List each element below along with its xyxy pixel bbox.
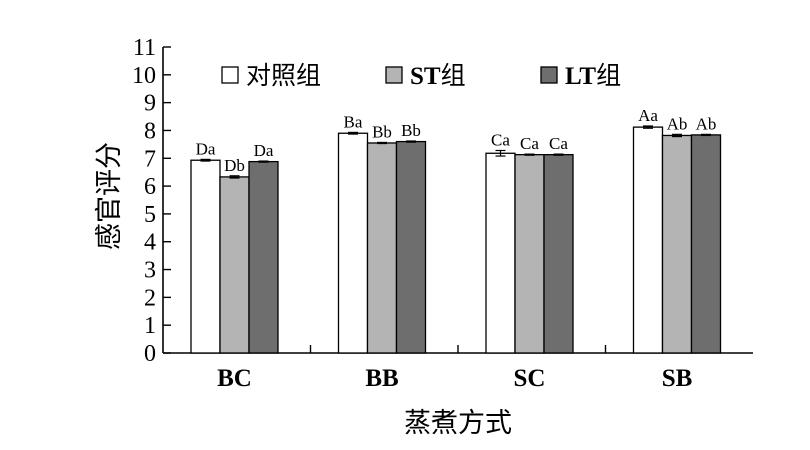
data-label: Ab — [667, 114, 688, 133]
data-label: Bb — [401, 121, 421, 140]
legend-label: LT组 — [565, 61, 621, 90]
bar — [366, 142, 398, 354]
legend-swatch — [540, 66, 558, 84]
bar — [337, 132, 369, 354]
legend: 对照组 ST组 LT组 — [221, 61, 621, 90]
y-tick-label: 4 — [144, 230, 156, 256]
y-tick-label: 3 — [144, 258, 156, 284]
x-tick-label: BC — [217, 365, 252, 392]
y-tick-label: 8 — [144, 118, 156, 144]
y-tick-label: 7 — [144, 146, 156, 172]
bar — [632, 126, 664, 354]
bar — [690, 134, 722, 354]
data-label: Ca — [491, 130, 510, 149]
legend-swatch — [221, 66, 239, 84]
bar — [485, 152, 516, 354]
data-label: Ba — [344, 112, 363, 131]
y-tick-label: 5 — [144, 202, 156, 228]
legend-swatch — [385, 66, 403, 84]
legend-label: ST组 — [410, 61, 466, 90]
bar — [514, 154, 545, 354]
data-label: Da — [254, 141, 274, 160]
y-tick-label: 0 — [144, 341, 156, 367]
x-tick-label: SC — [514, 365, 546, 392]
x-axis-title: 蒸煮方式 — [404, 408, 512, 439]
bar — [219, 176, 250, 354]
y-tick-label: 9 — [144, 91, 156, 117]
x-tick-label: BB — [365, 365, 398, 392]
y-axis-title: 感官评分 — [94, 142, 125, 250]
bar — [190, 159, 221, 354]
legend-label: 对照组 — [246, 61, 321, 90]
bar — [661, 134, 693, 354]
y-tick-label: 2 — [144, 285, 156, 311]
data-label: Aa — [638, 106, 658, 125]
data-label: Bb — [372, 122, 392, 141]
bar — [248, 160, 279, 354]
data-label: Ca — [549, 134, 568, 153]
y-tick-label: 11 — [133, 35, 156, 61]
y-tick-label: 10 — [132, 63, 156, 89]
data-label: Da — [196, 139, 216, 158]
y-tick-label: 6 — [144, 174, 156, 200]
y-tick-label: 1 — [144, 313, 156, 339]
x-tick-label: SB — [662, 365, 693, 392]
data-label: Ab — [696, 114, 717, 133]
data-label: Ca — [520, 134, 539, 153]
bar — [395, 140, 427, 354]
data-label: Db — [224, 156, 245, 175]
bar — [543, 154, 574, 354]
